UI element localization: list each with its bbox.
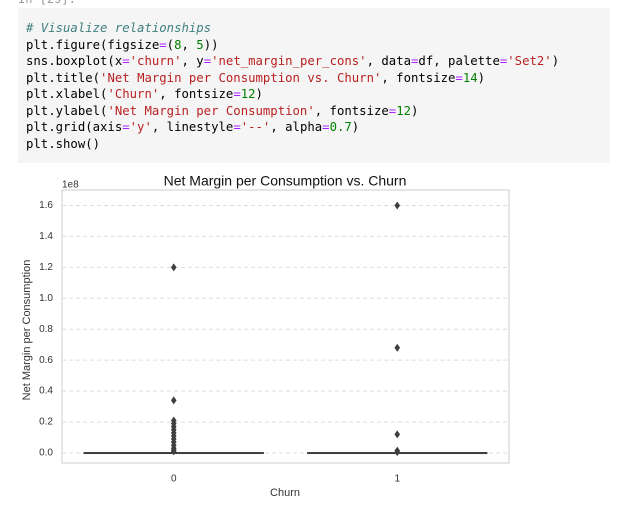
plot-area (61, 189, 510, 464)
y-offset-label: 1e8 (62, 180, 79, 191)
outlier (170, 447, 177, 456)
y-tick-label: 0.8 (39, 324, 53, 335)
code-line: plt.title('Net Margin per Consumption vs… (26, 70, 486, 85)
outlier (394, 448, 401, 457)
code-line: sns.boxplot(x='churn', y='net_margin_per… (26, 54, 560, 68)
outlier (170, 263, 177, 272)
x-axis-label: Churn (270, 487, 300, 499)
code-line: plt.grid(axis='y', linestyle='--', alpha… (26, 120, 360, 134)
code-line: plt.show() (26, 136, 101, 151)
code-line: plt.xlabel('Churn', fontsize=12) (26, 87, 263, 101)
code-line: plt.ylabel('Net Margin per Consumption',… (26, 103, 419, 118)
outlier (394, 201, 401, 210)
y-tick-label: 1.2 (39, 262, 53, 273)
y-tick-label: 0.2 (39, 417, 53, 428)
code-cell[interactable]: # Visualize relationships plt.figure(figs… (18, 8, 610, 163)
outlier (394, 430, 401, 439)
outlier (170, 396, 177, 405)
y-tick-label: 0.4 (39, 386, 53, 397)
code-line: # Visualize relationships (26, 21, 212, 35)
x-tick-label: 1 (394, 474, 400, 485)
y-axis-label: Net Margin per Consumption (21, 260, 33, 401)
y-tick-label: 0.0 (39, 448, 53, 459)
cell-prompt: In [29]: (18, 0, 76, 6)
x-tick-label: 0 (171, 474, 177, 485)
chart-title: Net Margin per Consumption vs. Churn (164, 173, 407, 189)
y-tick-label: 0.6 (39, 355, 53, 366)
outlier (394, 343, 401, 352)
chart: Net Margin per Consumption vs. Churn Chu… (21, 173, 510, 499)
code-line: plt.figure(figsize=(8, 5)) (26, 37, 219, 52)
y-tick-label: 1.0 (39, 293, 53, 304)
y-tick-label: 1.6 (39, 200, 53, 211)
y-tick-label: 1.4 (39, 231, 53, 242)
